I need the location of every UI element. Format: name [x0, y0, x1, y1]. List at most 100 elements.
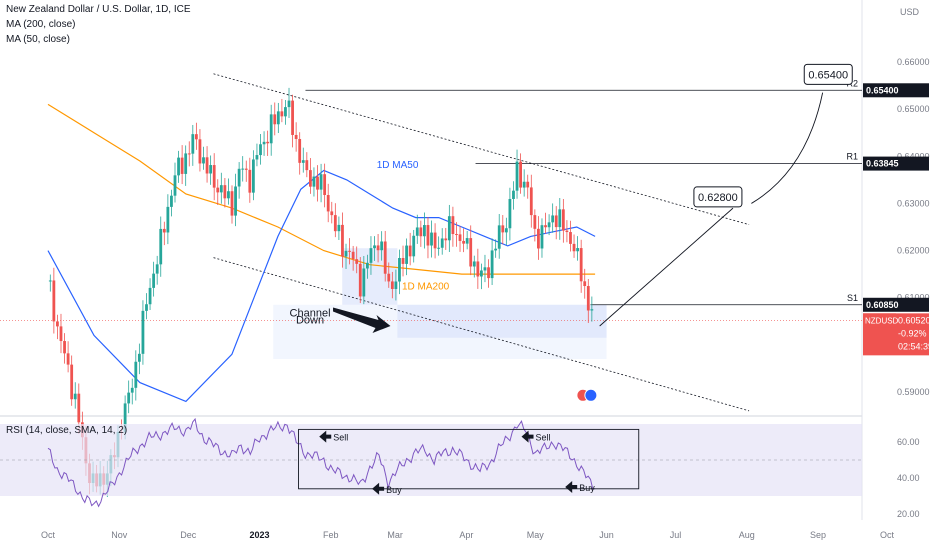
- candle: [490, 238, 494, 285]
- candle-body: [522, 181, 526, 188]
- candle: [440, 228, 444, 255]
- price-tick-label: 0.66000: [897, 57, 930, 67]
- candle: [330, 201, 334, 224]
- candle-body: [430, 232, 433, 246]
- candle-body: [373, 245, 376, 249]
- candle-body: [162, 228, 166, 233]
- date-tick-label: Aug: [739, 530, 755, 540]
- rsi-range-box[interactable]: [298, 428, 640, 490]
- candle-body: [526, 181, 530, 188]
- change-pct-text: -0.92%: [898, 328, 927, 338]
- candle-body: [576, 248, 580, 252]
- candle: [369, 236, 373, 275]
- candle: [155, 255, 159, 285]
- candle: [127, 380, 131, 414]
- candle-body: [586, 286, 590, 311]
- candle: [344, 243, 348, 270]
- candle-body: [152, 273, 156, 288]
- candle-body: [308, 170, 312, 187]
- candle-body: [284, 107, 287, 117]
- signal-arrow-icon: [372, 482, 385, 495]
- channel-lower-line[interactable]: [213, 257, 750, 412]
- candle: [480, 263, 483, 290]
- ma50-line: [47, 169, 596, 403]
- candle-body: [216, 187, 220, 193]
- candle: [537, 216, 540, 260]
- candle: [298, 132, 302, 175]
- candle-body: [341, 224, 344, 257]
- candle: [408, 232, 412, 266]
- candle: [540, 218, 544, 258]
- candle: [266, 130, 270, 156]
- candle-body: [141, 310, 145, 354]
- candle-body: [255, 155, 259, 160]
- us-flag-icon-2[interactable]: [584, 388, 598, 402]
- level-badge-r1-text: 0.63845: [866, 159, 899, 169]
- candle-body: [380, 241, 384, 251]
- candle: [319, 163, 323, 203]
- candle-body: [173, 175, 177, 196]
- candle-body: [337, 224, 341, 232]
- candle: [276, 102, 280, 133]
- candle-body: [558, 209, 562, 228]
- rsi-signal-buy: Buy: [372, 482, 402, 495]
- channel-upper-line[interactable]: [213, 73, 750, 226]
- candle-body: [294, 134, 298, 139]
- candle-body: [437, 247, 441, 249]
- candle: [255, 143, 259, 167]
- ma200-annotation: 1D MA200: [402, 282, 450, 293]
- candle-body: [519, 161, 522, 188]
- callout-box[interactable]: [693, 186, 743, 208]
- candle: [227, 178, 230, 205]
- candle-body: [504, 228, 508, 233]
- channel-target-zone: [273, 304, 607, 359]
- signal-label: Buy: [579, 483, 595, 493]
- candle: [66, 341, 70, 373]
- candle-body: [73, 393, 77, 400]
- candle-body: [344, 250, 348, 257]
- date-tick-label: Mar: [387, 530, 403, 540]
- candle-body: [251, 159, 255, 193]
- candle-body: [540, 225, 544, 249]
- candle: [141, 300, 145, 365]
- target-callout-62800[interactable]: 0.62800: [693, 186, 743, 208]
- level-badge-r2-bg: [863, 83, 929, 98]
- candle: [148, 278, 152, 311]
- candle: [512, 181, 515, 210]
- candle: [198, 129, 202, 172]
- candle-body: [551, 215, 555, 223]
- candle: [234, 173, 237, 227]
- candle: [376, 234, 380, 263]
- projection-line-1: [599, 207, 734, 327]
- candle: [177, 150, 180, 183]
- candle-body: [248, 169, 252, 193]
- candle: [426, 216, 430, 259]
- target-callout-65400[interactable]: 0.65400: [803, 63, 853, 85]
- candle: [365, 254, 369, 279]
- candle-body: [266, 141, 270, 144]
- candle-body: [184, 153, 188, 174]
- candle-body: [212, 165, 216, 188]
- candle-body: [330, 211, 334, 216]
- callout-text: 0.65400: [808, 69, 848, 81]
- candle-body: [529, 187, 533, 216]
- candle-body: [376, 245, 380, 251]
- price-tick-label: 0.61000: [897, 293, 930, 303]
- candle-body: [187, 153, 191, 155]
- candle: [358, 257, 362, 304]
- candle: [137, 343, 141, 375]
- candle: [508, 187, 512, 241]
- candle-body: [127, 392, 131, 404]
- candle-body: [423, 225, 426, 237]
- candle-body: [483, 267, 487, 271]
- candle-body: [191, 134, 195, 154]
- candle: [561, 198, 565, 243]
- callout-box[interactable]: [803, 63, 853, 85]
- candle-body: [305, 160, 309, 171]
- candle-body: [276, 111, 280, 125]
- candle-body: [365, 262, 369, 269]
- price-tick-label: 0.64000: [897, 151, 930, 161]
- candle-body: [312, 176, 316, 187]
- candle-body: [348, 250, 351, 252]
